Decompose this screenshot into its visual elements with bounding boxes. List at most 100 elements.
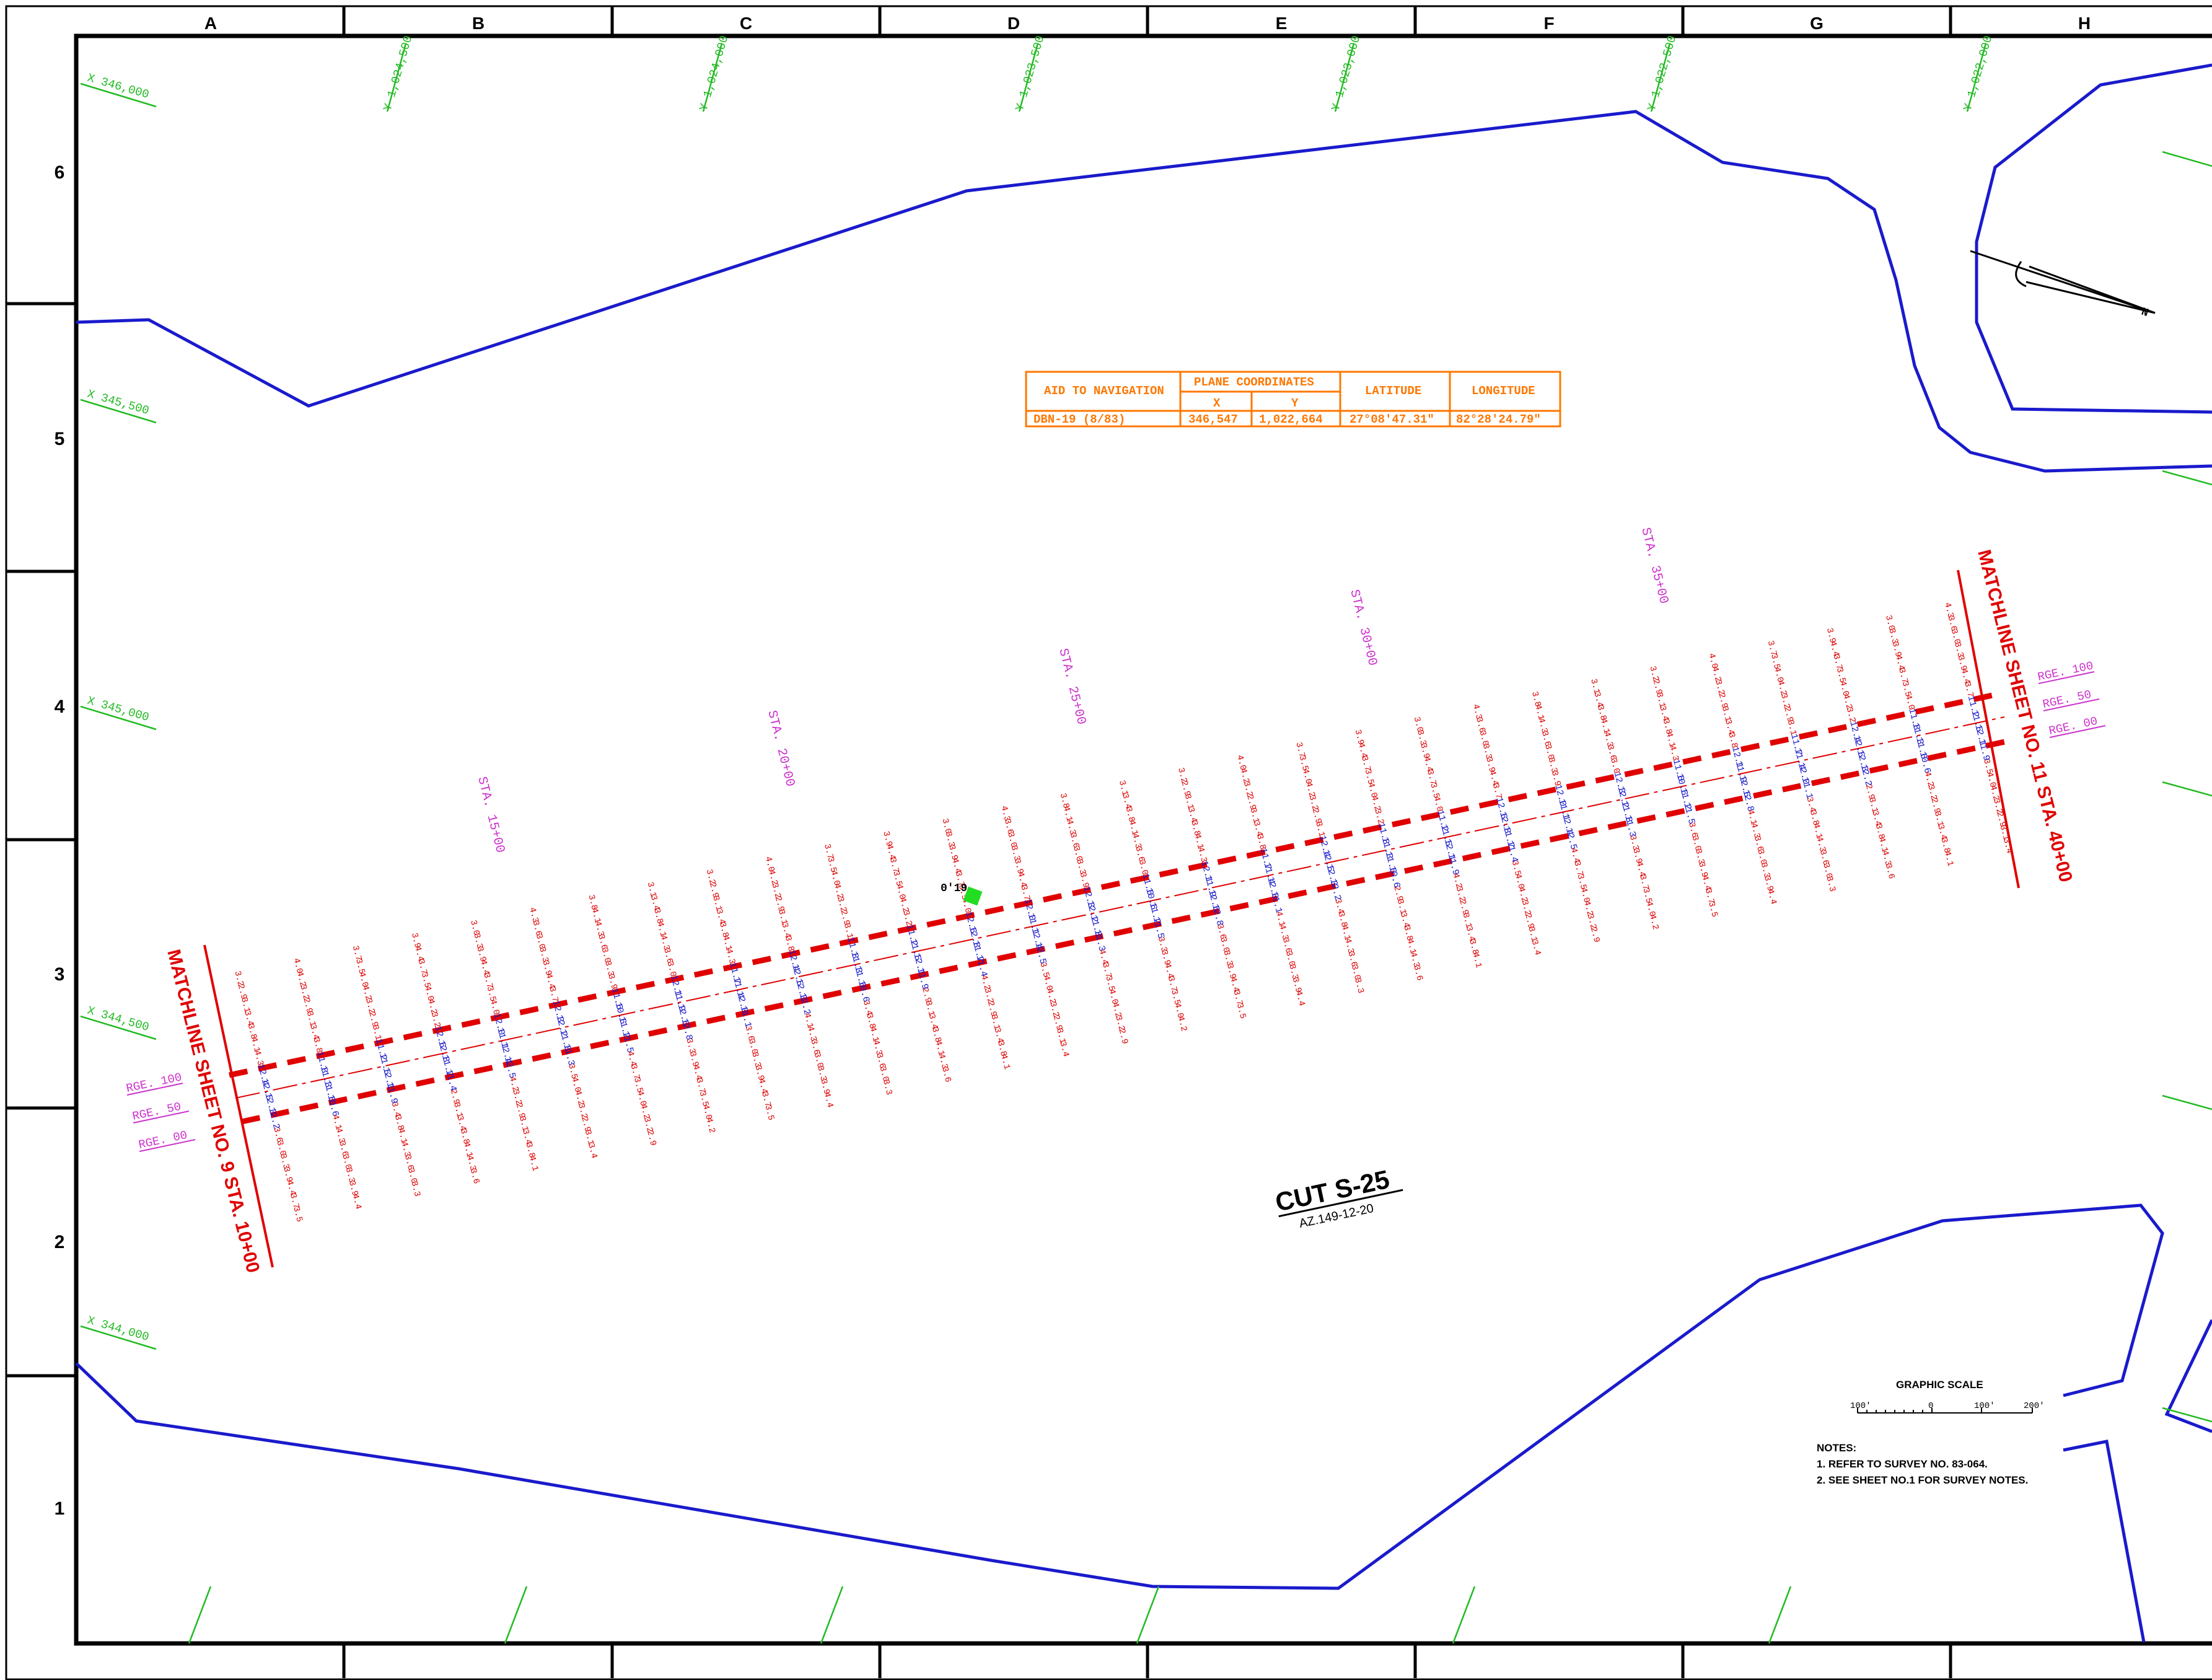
grid-number-4: 4: [55, 697, 65, 717]
range-label: RGE. 100: [125, 1070, 183, 1095]
sounding-value: 3.4: [1529, 939, 1543, 956]
map-frame: [76, 36, 2212, 1643]
x-coord-label: X 345,000: [86, 694, 151, 724]
sounding-value: 3.6: [1883, 863, 1897, 880]
grid-number-5: 5: [55, 429, 65, 449]
range-label: RGE. 100: [2037, 659, 2095, 684]
sounding-value: 4.1: [1942, 850, 1955, 867]
sounding-value: 4.4: [1765, 888, 1778, 905]
sounding-value: 2.9: [1588, 926, 1602, 943]
table-subheader-x: X: [1213, 397, 1221, 410]
grid-number-6: 6: [55, 162, 65, 183]
notes-title: NOTES:: [1817, 1442, 1856, 1454]
graphic-scale-tick: 100': [1850, 1401, 1871, 1411]
sounding-value: 4.1: [1470, 951, 1484, 969]
column-ticks: [344, 6, 1951, 1678]
sounding-column: 3.73.54.04.23.22.93.111.811.311.610.63.4…: [822, 843, 894, 1096]
sounding-column: 4.04.23.22.93.13.43.811.711.412.011.14.1…: [1234, 754, 1307, 1007]
sounding-column: 3.22.93.13.43.84.14.311.610.611.211.53.6…: [1647, 665, 1719, 918]
notes: NOTES: 1. REFER TO SURVEY NO. 83-064. 2.…: [1817, 1442, 2028, 1486]
sounding-value: 4.2: [1175, 1015, 1189, 1032]
grid-number-3: 3: [55, 964, 65, 985]
range-label: RGE. 50: [131, 1100, 183, 1124]
table-cell-y: 1,022,664: [1259, 413, 1323, 426]
x-coord-label: X 345,500: [86, 387, 151, 418]
table-subheader-y: Y: [1291, 397, 1299, 410]
station-label: STA. 35+00: [1638, 526, 1670, 605]
soundings: 3.22.93.13.43.84.14.312.412.512.312.23.6…: [232, 601, 2014, 1223]
coordinate-ticks: [81, 43, 2212, 1643]
sounding-value: 3.6: [468, 1168, 481, 1185]
matchline-right-label: MATCHLINE SHEET NO. 11 STA. 40+00: [1973, 548, 2076, 884]
grid-letter-g: G: [1810, 14, 1824, 33]
x-coord-label: X 344,000: [86, 1314, 151, 1344]
coordinate-labels: X 346,000 X 345,500 X 345,000 X 344,500 …: [86, 34, 1995, 1344]
sounding-value: 4.4: [1293, 990, 1307, 1007]
range-label: RGE. 00: [138, 1128, 189, 1152]
y-coord-label: Y 1,022,500: [1645, 34, 1680, 113]
table-header-longitude: LONGITUDE: [1472, 384, 1535, 398]
sounding-value: 2.9: [644, 1129, 658, 1146]
station-label: STA. 25+00: [1055, 647, 1088, 726]
station-label: STA. 15+00: [474, 775, 507, 855]
sounding-value: 3.3: [1352, 977, 1366, 994]
sounding-value: 3.5: [1234, 1002, 1248, 1019]
table-cell-latitude: 27°08'47.31": [1350, 413, 1434, 426]
sounding-value: 3.3: [880, 1078, 894, 1096]
grid-letter-a: A: [204, 14, 217, 33]
sounding-value: 3.6: [1411, 964, 1424, 982]
sounding-column: 4.04.23.22.93.13.43.811.811.311.610.64.1…: [291, 957, 364, 1210]
note-item: 2. SEE SHEET NO.1 FOR SURVEY NOTES.: [1817, 1474, 2028, 1486]
grid-letter-d: D: [1007, 14, 1020, 33]
x-coord-label: X 344,500: [86, 1004, 151, 1034]
sounding-column: 3.84.14.33.63.03.33.912.011.112.412.54.4…: [1529, 690, 1602, 944]
sounding-column: 3.13.43.84.14.33.63.011.610.611.211.53.3…: [1117, 779, 1189, 1032]
aid-to-navigation-table: AID TO NAVIGATION PLANE COORDINATES X Y …: [1026, 372, 1560, 426]
station-label: STA. 20+00: [764, 709, 797, 788]
sounding-value: 4.1: [998, 1053, 1012, 1070]
sounding-value: 3.5: [1706, 900, 1719, 918]
graphic-scale-tick: 100': [1974, 1401, 1995, 1411]
sounding-value: 3.4: [586, 1142, 599, 1159]
beacon-label: 0'19: [941, 882, 967, 895]
graphic-scale-tick: 0: [1928, 1401, 1933, 1411]
sounding-value: 4.4: [822, 1091, 835, 1109]
y-coord-label: Y 1,023,500: [1013, 34, 1048, 113]
y-coord-label: Y 1,024,500: [381, 34, 416, 113]
graphic-scale-title: GRAPHIC SCALE: [1896, 1379, 1983, 1391]
grid-letter-c: C: [740, 14, 752, 33]
grid-letter-e: E: [1276, 14, 1288, 33]
y-coord-label: Y 1,023,000: [1329, 34, 1364, 113]
cut-title: CUT S-25: [1273, 1164, 1392, 1217]
table-header-latitude: LATITUDE: [1365, 384, 1421, 398]
y-coord-label: Y 1,024,000: [697, 34, 732, 113]
sounding-value: 3.4: [1057, 1040, 1071, 1058]
x-coord-label: X 346,000: [86, 71, 151, 102]
grid-letter-h: H: [2078, 14, 2091, 33]
range-label: RGE. 50: [2042, 688, 2093, 711]
channel: [229, 694, 2011, 1122]
sounding-value: 4.2: [703, 1117, 717, 1134]
y-coord-label: Y 1,022,000: [1961, 34, 1996, 113]
note-item: 1. REFER TO SURVEY NO. 83-064.: [1817, 1458, 1988, 1470]
sounding-value: 2.9: [1117, 1027, 1130, 1045]
sounding-value: 4.2: [1647, 913, 1661, 931]
range-label: RGE. 00: [2048, 715, 2099, 738]
table-header-aid: AID TO NAVIGATION: [1044, 384, 1164, 398]
sounding-value: 4.4: [349, 1193, 363, 1210]
sounding-value: 4.1: [527, 1154, 540, 1172]
station-label: STA. 30+00: [1346, 588, 1379, 667]
grid-number-1: 1: [55, 1498, 65, 1519]
table-cell-x: 346,547: [1188, 413, 1238, 426]
grid-letter-b: B: [472, 14, 485, 33]
sounding-value: 3.3: [409, 1180, 423, 1197]
grid-letter-f: F: [1543, 14, 1554, 33]
row-ticks: [6, 304, 76, 1376]
sounding-value: 3.3: [1824, 875, 1838, 892]
graphic-scale: GRAPHIC SCALE 100' 0 100' 200': [1850, 1379, 2045, 1413]
graphic-scale-tick: 200': [2024, 1401, 2045, 1411]
north-arrow: N: [1970, 251, 2155, 320]
sounding-value: 3.6: [939, 1066, 953, 1083]
sounding-column: 3.22.93.13.43.84.14.311.711.412.011.13.6…: [704, 868, 776, 1122]
